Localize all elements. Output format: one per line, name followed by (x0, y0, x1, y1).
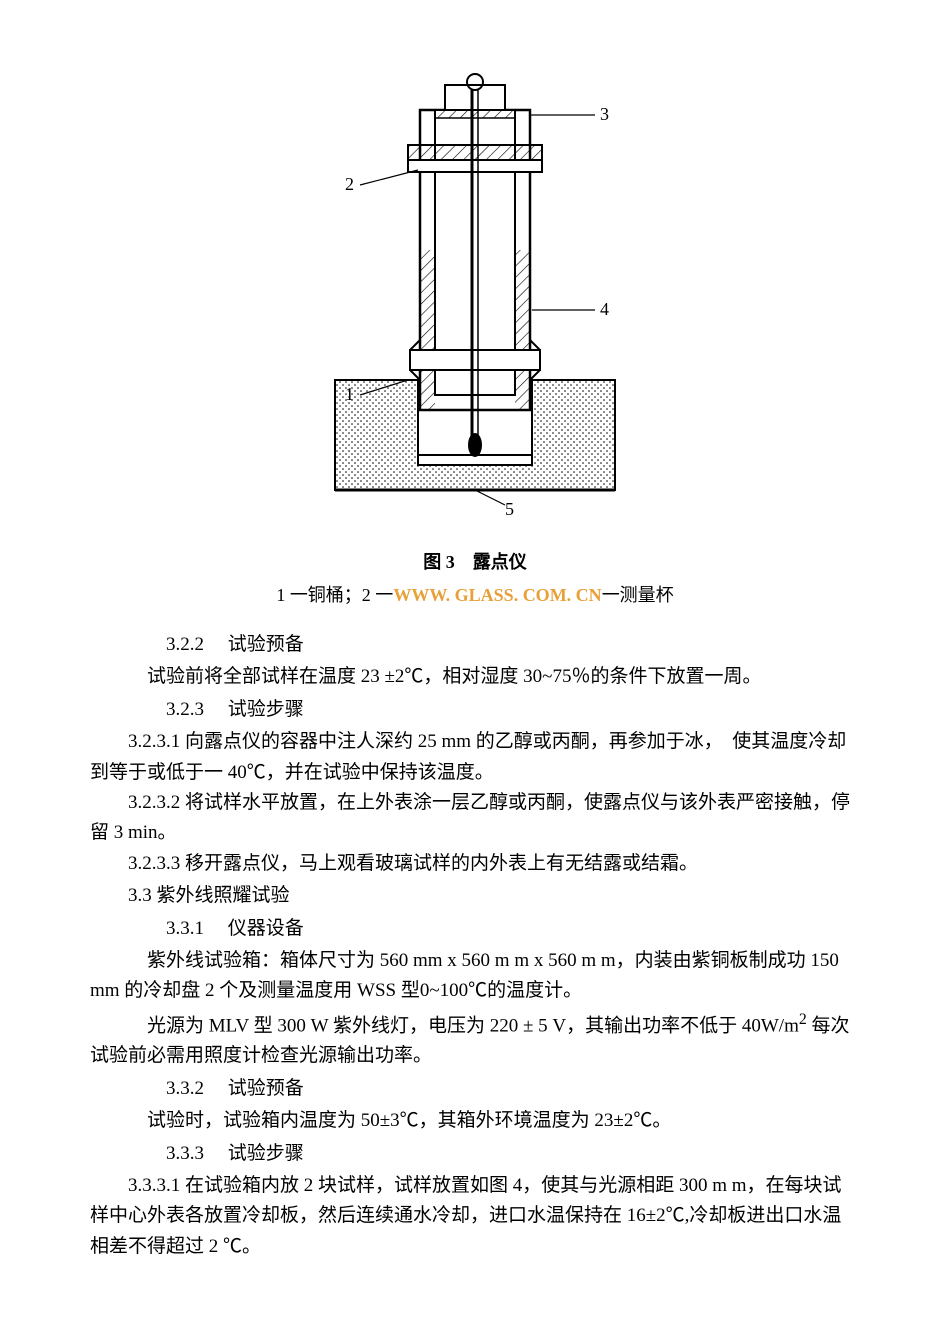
legend-prefix: 1 一铜桶；2 一 (276, 585, 393, 605)
para-3331: 3.3.3.1 在试验箱内放 2 块试样，试样放置如图 4，使其与光源相距 30… (90, 1171, 860, 1262)
section-title-322: 试验预备 (209, 634, 304, 655)
figure-label-4: 4 (600, 299, 609, 319)
section-title-331: 仪器设备 (209, 918, 304, 939)
dewpoint-apparatus-diagram: 3 2 4 1 5 (290, 50, 660, 530)
para-3231: 3.2.3.1 向露点仪的容器中注人深约 25 mm 的乙醇或丙酮，再参加于冰，… (90, 727, 860, 788)
section-3-2-3-heading: 3.2.3 试验步骤 (90, 695, 860, 725)
section-num-322: 3.2.2 (128, 630, 204, 660)
figure-label-1: 1 (345, 384, 354, 404)
section-title-333: 试验步骤 (209, 1143, 304, 1164)
figure-caption: 图 3 露点仪 (90, 548, 860, 577)
legend-suffix: 一测量杯 (602, 585, 674, 605)
para-322-body: 试验前将全部试样在温度 23 ±2℃，相对湿度 30~75％的条件下放置一周。 (90, 662, 860, 692)
para-332-body: 试验时，试验箱内温度为 50±3℃，其箱外环境温度为 23±2℃。 (90, 1106, 860, 1136)
figure-3: 3 2 4 1 5 图 3 露点仪 1 一铜桶；2 一WWW. GLASS. C… (90, 50, 860, 610)
section-num-333: 3.3.3 (128, 1139, 204, 1169)
section-3-3-1-heading: 3.3.1 仪器设备 (90, 914, 860, 944)
section-3-3-2-heading: 3.3.2 试验预备 (90, 1074, 860, 1104)
section-3-3-3-heading: 3.3.3 试验步骤 (90, 1139, 860, 1169)
figure-legend: 1 一铜桶；2 一WWW. GLASS. COM. CN一测量杯 (90, 581, 860, 610)
section-num-332: 3.3.2 (128, 1074, 204, 1104)
para-331-b2a: 光源为 MLV 型 300 W 紫外线灯，电压为 220 ± 5 V，其输出功率… (147, 1015, 799, 1036)
section-3-3-heading: 3.3 紫外线照耀试验 (90, 881, 860, 911)
para-3232: 3.2.3.2 将试样水平放置，在上外表涂一层乙醇或丙酮，使露点仪与该外表严密接… (90, 788, 860, 849)
watermark-text: WWW. GLASS. COM. CN (393, 585, 601, 605)
figure-label-5: 5 (505, 499, 514, 519)
figure-label-3: 3 (600, 104, 609, 124)
para-331-body1: 紫外线试验箱：箱体尺寸为 560 mm x 560 m m x 560 m m，… (90, 946, 860, 1007)
superscript-2: 2 (799, 1011, 807, 1028)
section-title-323: 试验步骤 (209, 699, 304, 720)
para-331-body2: 光源为 MLV 型 300 W 紫外线灯，电压为 220 ± 5 V，其输出功率… (90, 1007, 860, 1072)
section-title-332: 试验预备 (209, 1078, 304, 1099)
section-3-2-2-heading: 3.2.2 试验预备 (90, 630, 860, 660)
section-num-331: 3.3.1 (128, 914, 204, 944)
section-num-323: 3.2.3 (128, 695, 204, 725)
para-3233: 3.2.3.3 移开露点仪，马上观看玻璃试样的内外表上有无结露或结霜。 (90, 849, 860, 879)
figure-label-2: 2 (345, 174, 354, 194)
